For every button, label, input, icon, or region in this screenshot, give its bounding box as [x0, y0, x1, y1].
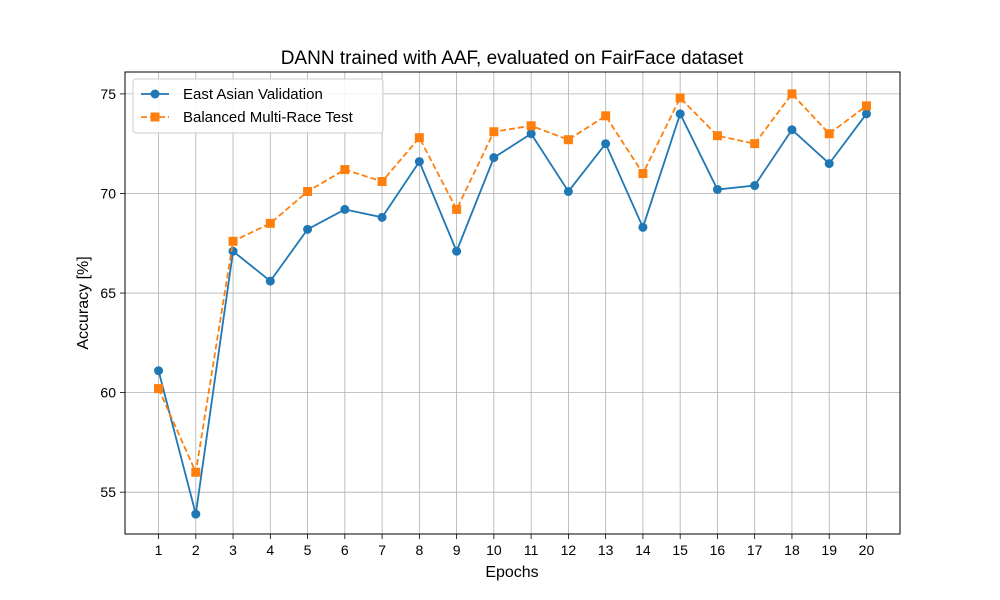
x-tick-label: 7 [378, 542, 386, 558]
data-point [601, 139, 611, 149]
plot-frame [124, 71, 901, 535]
data-point [638, 169, 648, 179]
y-tick-label: 65 [100, 285, 116, 301]
x-tick-label: 5 [304, 542, 312, 558]
data-point [377, 177, 387, 187]
data-point [750, 139, 760, 149]
y-tick-label: 60 [100, 385, 116, 401]
x-tick-label: 18 [784, 542, 800, 558]
x-axis-label: Epochs [485, 564, 538, 581]
data-point [489, 153, 499, 163]
data-point [675, 93, 685, 103]
data-point [712, 184, 722, 194]
data-point [191, 467, 201, 477]
x-tick-label: 11 [524, 542, 539, 558]
x-tick-label: 10 [486, 542, 502, 558]
data-point [191, 509, 201, 519]
x-tick-label: 20 [859, 542, 875, 558]
legend-item: Balanced Multi-Race Test [141, 109, 354, 126]
data-point [228, 246, 238, 256]
legend-item: East Asian Validation [141, 86, 323, 103]
data-point [601, 111, 611, 121]
data-point [638, 222, 648, 232]
legend-label: East Asian Validation [183, 86, 323, 103]
data-point [303, 186, 313, 196]
data-point [452, 204, 462, 214]
x-tick-label: 2 [192, 542, 200, 558]
legend-marker [150, 112, 160, 122]
legend-marker [150, 89, 160, 99]
x-tick-label: 14 [635, 542, 651, 558]
x-tick-label: 9 [453, 542, 461, 558]
series-1 [154, 109, 871, 519]
data-point [154, 384, 164, 394]
x-tick-label: 12 [561, 542, 577, 558]
data-point [563, 186, 573, 196]
y-tick-label: 55 [100, 484, 116, 500]
series-line [157, 92, 868, 476]
data-point [824, 129, 834, 139]
legend-box [132, 78, 384, 134]
x-tick-label: 3 [229, 542, 237, 558]
x-axis-ticks: 1 2 3 4 5 6 7 8 9 10 11 12 13 14 15 16 17 18 19 20 [155, 534, 875, 558]
x-tick-label: 1 [155, 542, 163, 558]
legend-label: Balanced Multi-Race Test [183, 109, 354, 126]
data-point [154, 366, 164, 376]
x-tick-label: 15 [672, 542, 688, 558]
y-axis-label: Accuracy [%] [75, 256, 92, 349]
data-point [526, 129, 536, 139]
data-point [414, 157, 424, 167]
x-tick-label: 8 [415, 542, 423, 558]
data-point [489, 127, 499, 137]
x-tick-label: 16 [710, 542, 726, 558]
data-point [861, 109, 871, 119]
x-tick-label: 6 [341, 542, 349, 558]
data-point [787, 89, 797, 99]
data-point [750, 181, 760, 191]
data-point [824, 159, 834, 169]
series-group [154, 89, 871, 519]
data-point [377, 212, 387, 222]
data-point [340, 165, 350, 175]
data-point [265, 276, 275, 286]
x-tick-label: 19 [821, 542, 837, 558]
x-tick-label: 13 [598, 542, 614, 558]
y-tick-label: 70 [100, 185, 116, 201]
data-point [861, 101, 871, 111]
data-point [675, 109, 685, 119]
chart-title: DANN trained with AAF, evaluated on Fair… [281, 48, 744, 69]
data-point [452, 246, 462, 256]
y-tick-label: 75 [100, 86, 116, 102]
data-point [712, 131, 722, 141]
data-point [265, 218, 275, 228]
series-line [157, 111, 868, 515]
data-point [340, 204, 350, 214]
data-point [228, 236, 238, 246]
data-point [303, 224, 313, 234]
x-tick-label: 17 [747, 542, 763, 558]
data-point [563, 135, 573, 145]
data-point [787, 125, 797, 135]
grid [125, 72, 900, 534]
data-point [414, 133, 424, 143]
legend: East Asian Validation Balanced Multi-Race… [132, 78, 384, 134]
y-axis-ticks: 55 60 65 70 75 [100, 86, 125, 500]
data-point [526, 121, 536, 131]
series-2 [154, 89, 871, 477]
x-tick-label: 4 [266, 542, 274, 558]
